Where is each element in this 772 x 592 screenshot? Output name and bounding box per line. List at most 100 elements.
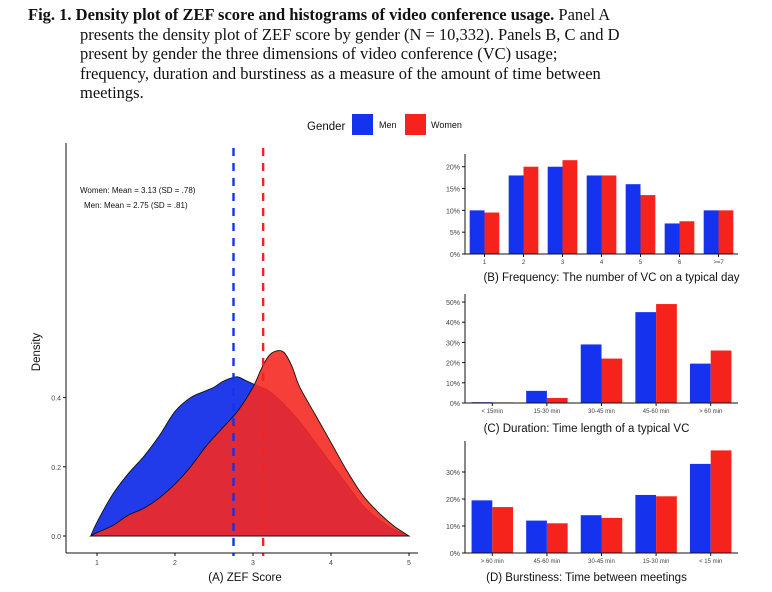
- bar-women: [492, 507, 514, 553]
- y-tick-label: 0.0: [51, 534, 61, 541]
- bar-men: [580, 344, 602, 403]
- x-tick-label: 1: [95, 560, 99, 567]
- panel-a-xlabel: (A) ZEF Score: [208, 572, 281, 584]
- y-tick-label: 40%: [446, 320, 460, 327]
- y-tick-label: 15%: [446, 187, 460, 194]
- x-tick-label: 30-45 min: [588, 409, 615, 415]
- panel-a: 1 2 3 4 5 0.0 0.2 0.4 (A) ZEF Score Density Women:…: [31, 143, 418, 584]
- bar-women: [601, 358, 623, 403]
- bar-women: [710, 450, 732, 553]
- legend: Gender Men Women: [307, 114, 462, 135]
- legend-swatch-men: [352, 114, 373, 135]
- x-tick-label: 15-30 min: [534, 409, 561, 415]
- x-tick-label: 6: [678, 260, 682, 266]
- bar-men: [586, 175, 602, 254]
- bar-men: [469, 210, 485, 254]
- x-tick-label: 5: [639, 260, 643, 266]
- bar-women: [656, 304, 677, 403]
- x-tick-label: 15-30 min: [643, 559, 670, 565]
- panel-c: 0% 10% 20% 30% 40% 50% < 15min 15-30 min 30-45 m…: [446, 294, 738, 435]
- panel-d-xlabel: (D) Burstiness: Time between meetings: [486, 572, 687, 584]
- legend-swatch-women: [405, 114, 426, 135]
- bar-men: [547, 166, 563, 254]
- bar-women: [656, 496, 677, 553]
- caption-rest: Panel A: [558, 5, 611, 24]
- panel-a-ylabel: Density: [31, 333, 43, 372]
- y-tick-label: 0%: [450, 252, 460, 259]
- annotation-women: Women: Mean = 3.13 (SD = .78): [80, 186, 196, 195]
- bar-women: [546, 523, 568, 553]
- x-tick-label: 4: [600, 260, 604, 266]
- y-tick-label: 10%: [446, 381, 460, 388]
- panel-c-xlabel: (C) Duration: Time length of a typical V…: [484, 423, 690, 435]
- y-tick-label: 0.2: [51, 465, 61, 472]
- x-tick-label: > 60 min: [481, 559, 504, 565]
- x-tick-label: < 15min: [482, 409, 504, 415]
- x-tick-label: 2: [173, 560, 177, 567]
- bar-men: [703, 210, 719, 254]
- y-tick-label: 0%: [450, 401, 460, 408]
- annotations: Women: Mean = 3.13 (SD = .78) Men: Mean =…: [80, 186, 196, 210]
- panels: 1 2 3 4 5 0.0 0.2 0.4 (A) ZEF Score Density Women:…: [31, 143, 740, 584]
- y-tick-label: 0.4: [51, 396, 61, 403]
- x-tick-label: 2: [522, 260, 526, 266]
- bar-women: [546, 397, 568, 403]
- bar-men: [635, 312, 657, 403]
- density-women: [89, 350, 411, 537]
- y-tick-label: 20%: [446, 497, 460, 504]
- panel-b: 0% 5% 10% 15% 20% 1 2 3 4 5 6 >=7 (B) Frequency: The…: [446, 154, 740, 284]
- y-tick-label: 20%: [446, 361, 460, 368]
- x-tick-label: 45-60 min: [643, 409, 670, 415]
- bar-women: [562, 160, 578, 254]
- caption-line-4: meetings.: [80, 83, 144, 102]
- legend-label-men: Men: [379, 120, 397, 130]
- bar-women: [679, 221, 695, 254]
- legend-title: Gender: [307, 121, 346, 133]
- y-tick-label: 30%: [446, 340, 460, 347]
- x-tick-label: 30-45 min: [588, 559, 615, 565]
- x-tick-label: >=7: [713, 260, 724, 266]
- panel-b-xlabel: (B) Frequency: The number of VC on a typ…: [483, 272, 739, 284]
- bar-men: [689, 363, 711, 403]
- x-tick-label: < 15 min: [699, 559, 722, 565]
- bar-women: [718, 210, 734, 254]
- x-tick-label: 45-60 min: [534, 559, 561, 565]
- bar-women: [523, 166, 539, 254]
- bar-women: [601, 517, 623, 553]
- figure-caption: Fig. 1. Density plot of ZEF score and hi…: [28, 5, 758, 103]
- caption-line-2: present by gender the three dimensions o…: [80, 44, 558, 63]
- x-tick-label: 1: [483, 260, 487, 266]
- y-tick-label: 10%: [446, 524, 460, 531]
- annotation-men: Men: Mean = 2.75 (SD = .81): [84, 201, 188, 210]
- y-tick-label: 10%: [446, 208, 460, 215]
- caption-line-3: frequency, duration and burstiness as a …: [80, 63, 601, 83]
- legend-label-women: Women: [431, 120, 462, 130]
- caption-bold: Fig. 1. Density plot of ZEF score and hi…: [28, 5, 555, 24]
- bar-men: [635, 494, 657, 553]
- y-tick-label: 5%: [450, 230, 460, 237]
- bar-women: [601, 175, 617, 254]
- y-tick-label: 0%: [450, 551, 460, 558]
- y-tick-label: 20%: [446, 165, 460, 172]
- x-tick-label: 3: [251, 560, 255, 567]
- bar-women: [640, 195, 656, 254]
- y-tick-label: 50%: [446, 300, 460, 307]
- x-tick-label: 5: [407, 560, 411, 567]
- bar-men: [580, 515, 602, 553]
- bar-men: [526, 520, 547, 553]
- bar-men: [471, 500, 493, 553]
- bar-women: [710, 350, 732, 403]
- x-tick-label: 4: [329, 560, 333, 567]
- bar-men: [689, 463, 711, 553]
- bar-men: [508, 175, 524, 254]
- panel-d: 0% 10% 20% 30% > 60 min 45-60 min 30-45 min 15-…: [446, 441, 738, 584]
- caption-line-1: presents the density plot of ZEF score b…: [80, 24, 620, 44]
- x-tick-label: > 60 min: [699, 409, 722, 415]
- bar-men: [526, 390, 547, 403]
- y-tick-label: 30%: [446, 470, 460, 477]
- bar-men: [664, 223, 680, 254]
- x-tick-label: 3: [561, 260, 565, 266]
- bar-women: [484, 212, 500, 254]
- bar-men: [625, 184, 641, 254]
